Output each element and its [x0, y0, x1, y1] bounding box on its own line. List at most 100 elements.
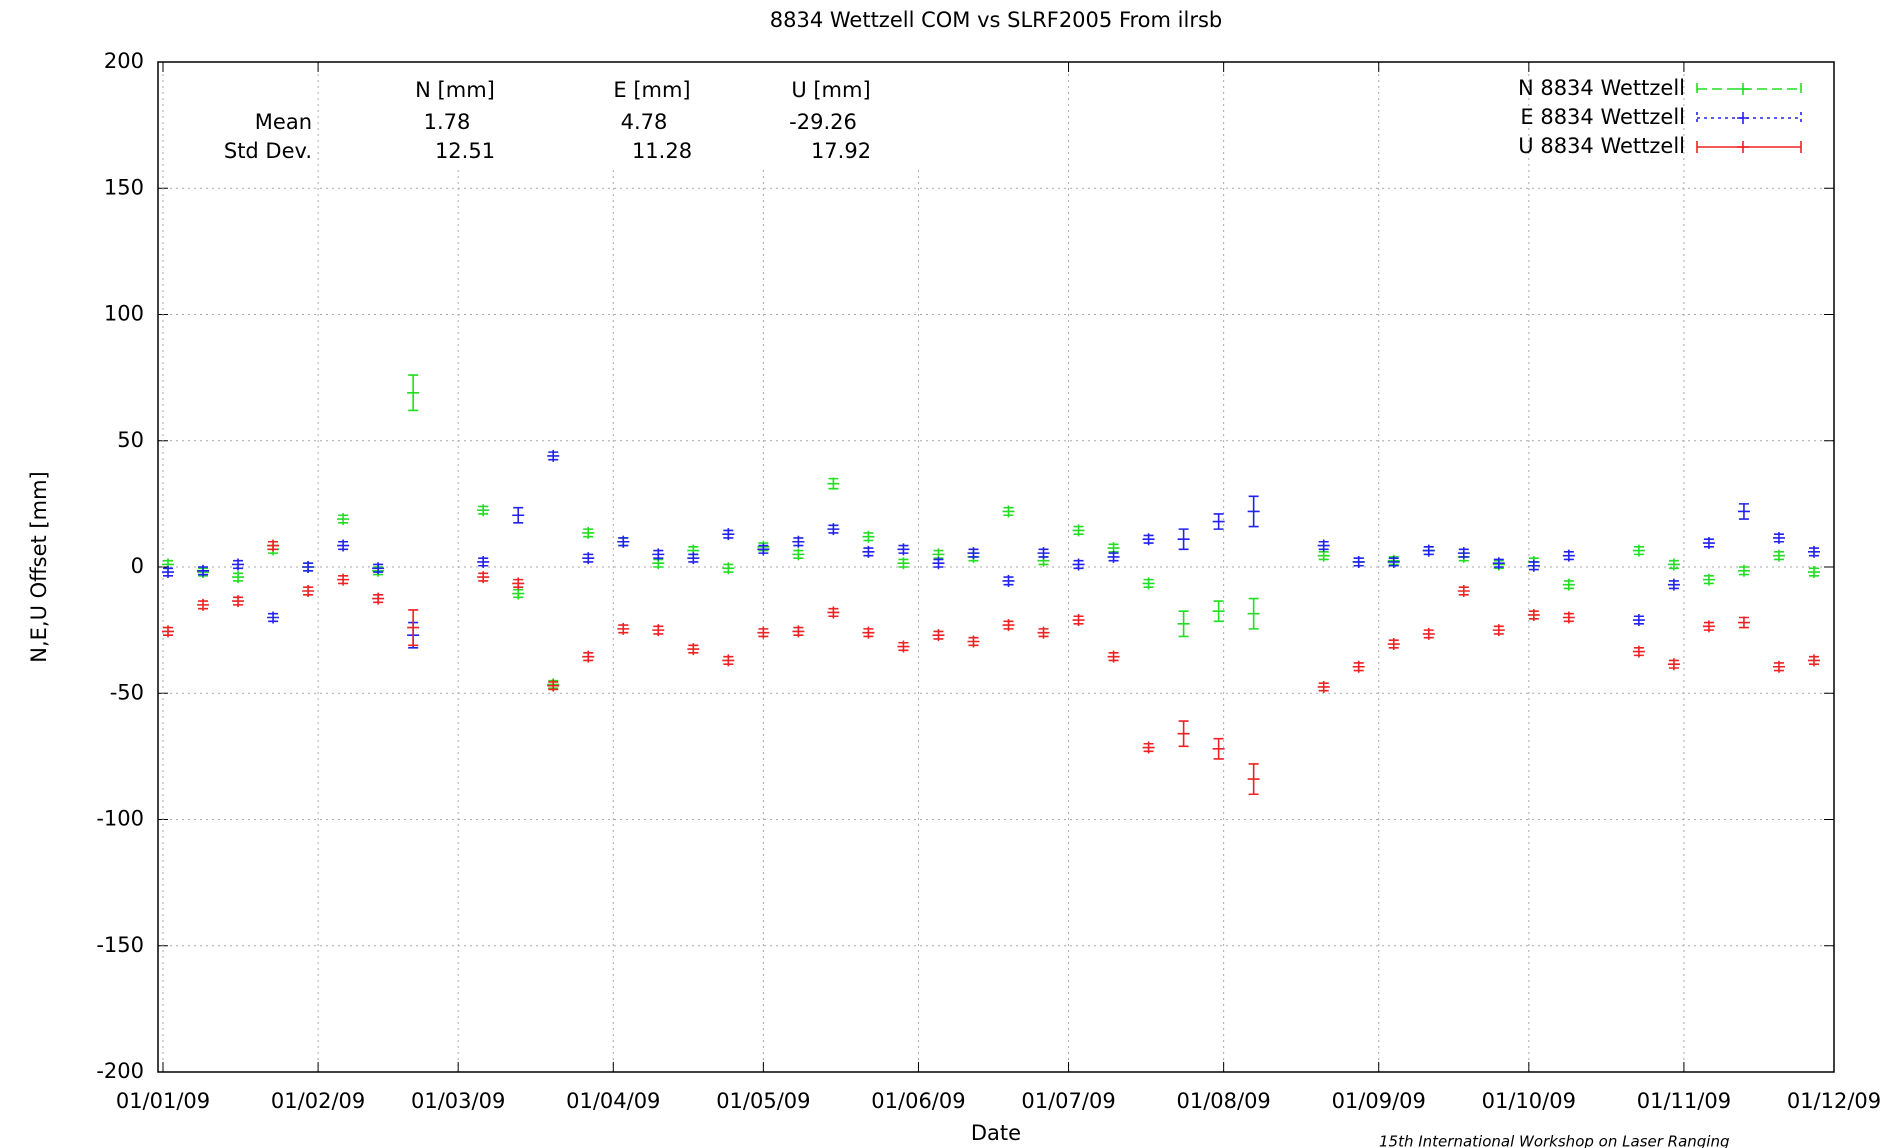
error-bar-point	[267, 611, 280, 624]
stats-header: N [mm]	[415, 78, 495, 102]
error-bar-point	[582, 650, 595, 663]
error-bar-point	[792, 535, 805, 548]
x-tick-label: 01/06/09	[871, 1089, 965, 1113]
legend-label: U 8834 Wettzell	[1518, 134, 1685, 158]
error-bar-point	[687, 552, 700, 565]
error-bar-point	[1737, 564, 1750, 577]
error-bar-point	[267, 539, 280, 552]
y-tick-label: -200	[96, 1059, 144, 1083]
error-bar-point	[1632, 645, 1645, 658]
error-bar-point	[1107, 550, 1120, 563]
error-bar-point	[1317, 549, 1330, 562]
stats-value: 4.78	[621, 110, 668, 134]
stats-value: 11.28	[632, 139, 692, 163]
error-bar-point	[1142, 577, 1155, 590]
x-tick-label: 01/10/09	[1482, 1089, 1576, 1113]
error-bar-point	[1352, 660, 1365, 673]
error-bar-point	[1177, 528, 1190, 551]
y-tick-label: -50	[110, 680, 144, 704]
x-tick-label: 01/12/09	[1787, 1089, 1881, 1113]
error-bar-point	[1317, 680, 1330, 693]
y-tick-label: 50	[117, 428, 144, 452]
error-bar-point	[967, 547, 980, 560]
error-bar-point	[547, 449, 560, 462]
stats-row-label: Mean	[255, 110, 312, 134]
error-bar-point	[197, 564, 210, 577]
legend-marker	[1737, 83, 1749, 95]
x-tick-label: 01/04/09	[566, 1089, 660, 1113]
y-axis-label: N,E,U Offset [mm]	[27, 471, 51, 662]
error-bar-point	[477, 504, 490, 517]
x-tick-label: 01/09/09	[1332, 1089, 1426, 1113]
error-bar-point	[1247, 763, 1260, 796]
error-bar-point	[792, 625, 805, 638]
error-bar-point	[1737, 503, 1750, 520]
error-bar-point	[897, 543, 910, 556]
stats-value: 12.51	[435, 139, 495, 163]
error-bar-point	[547, 679, 560, 692]
error-bar-point	[477, 571, 490, 584]
error-bar-point	[582, 552, 595, 565]
error-bar-point	[512, 587, 525, 600]
error-bar-point	[1142, 533, 1155, 546]
error-bar-point	[1807, 545, 1820, 558]
stats-value: 1.78	[424, 110, 471, 134]
error-bar-point	[1562, 549, 1575, 562]
error-bar-point	[197, 598, 210, 611]
footer: 15th International Workshop on Laser Ran…	[1379, 1133, 1729, 1148]
error-bar-point	[722, 654, 735, 667]
error-bar-point	[1632, 614, 1645, 627]
error-bar-point	[1667, 558, 1680, 571]
error-bar-point	[827, 606, 840, 619]
error-bar-point	[932, 629, 945, 642]
x-tick-label: 01/03/09	[411, 1089, 505, 1113]
x-tick-label: 01/05/09	[716, 1089, 810, 1113]
legend-marker	[1737, 141, 1749, 153]
error-bar-point	[1562, 611, 1575, 624]
error-bar-point	[1702, 537, 1715, 550]
error-bar-point	[1072, 614, 1085, 627]
error-bar-point	[1002, 505, 1015, 518]
error-bar-point	[1772, 549, 1785, 562]
error-bar-point	[1562, 578, 1575, 591]
legend-label: N 8834 Wettzell	[1518, 76, 1685, 100]
error-bar-point	[337, 573, 350, 586]
y-tick-label: 0	[131, 554, 144, 578]
error-bar-point	[1737, 616, 1750, 629]
error-bar-point	[1702, 620, 1715, 633]
error-bar-point	[1702, 573, 1715, 586]
error-bar-point	[407, 609, 420, 647]
error-bar-point	[1492, 624, 1505, 637]
error-bar-point	[1212, 600, 1225, 623]
stats-header: E [mm]	[613, 78, 690, 102]
error-bar-point	[1212, 513, 1225, 530]
stats-header: U [mm]	[791, 78, 870, 102]
x-tick-label: 01/08/09	[1176, 1089, 1270, 1113]
error-bar-point	[1527, 608, 1540, 621]
x-tick-label: 01/02/09	[271, 1089, 365, 1113]
error-bar-point	[1247, 597, 1260, 630]
error-bar-point	[1632, 544, 1645, 557]
error-bar-point	[372, 562, 385, 575]
error-bar-point	[582, 526, 595, 539]
error-bar-point	[1002, 574, 1015, 587]
legend-label: E 8834 Wettzell	[1520, 105, 1685, 129]
error-bar-point	[722, 528, 735, 541]
error-bar-point	[1072, 524, 1085, 537]
error-bar-point	[232, 571, 245, 584]
y-tick-label: 200	[104, 49, 144, 73]
error-bar-point	[1807, 566, 1820, 579]
error-bar-point	[757, 543, 770, 556]
error-bar-point	[862, 545, 875, 558]
error-bar-point	[1807, 654, 1820, 667]
y-tick-label: 150	[104, 175, 144, 199]
error-bar-point	[1457, 584, 1470, 597]
error-bar-point	[827, 477, 840, 490]
error-bar-point	[1212, 737, 1225, 760]
error-bar-point	[512, 506, 525, 524]
error-bar-point	[652, 548, 665, 561]
error-bar-point	[757, 626, 770, 639]
error-bar-point	[687, 643, 700, 656]
error-bar-point	[967, 635, 980, 648]
